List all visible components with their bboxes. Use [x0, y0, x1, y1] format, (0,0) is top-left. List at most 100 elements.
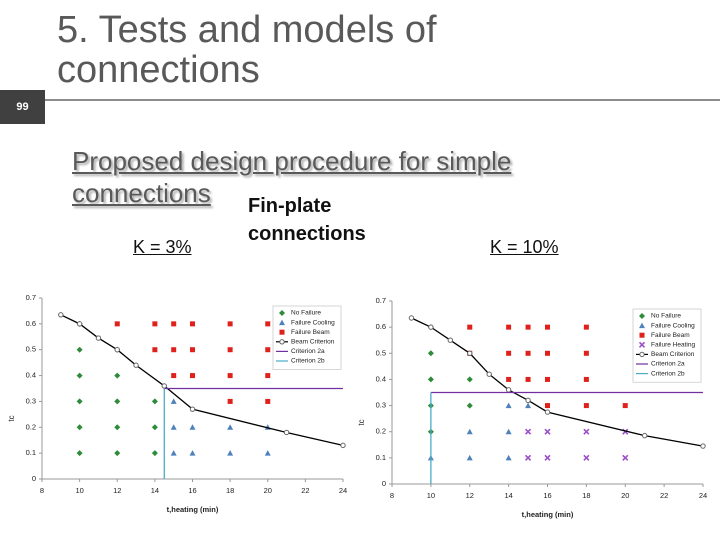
- marker: [447, 337, 454, 343]
- x-tick-label: 12: [466, 491, 474, 500]
- marker: [583, 324, 589, 330]
- marker: [190, 373, 195, 379]
- marker: [265, 398, 271, 404]
- marker: [170, 398, 177, 404]
- legend-label: Failure Beam: [291, 329, 330, 336]
- y-tick-label: 0.6: [376, 322, 386, 331]
- marker: [639, 313, 645, 319]
- marker: [506, 350, 512, 356]
- marker: [76, 346, 83, 353]
- x-tick-label: 10: [75, 486, 83, 495]
- x-axis-label: t,heating (min): [167, 505, 219, 514]
- marker: [170, 450, 177, 456]
- marker: [638, 341, 646, 348]
- y-axis-label: tc: [7, 415, 16, 421]
- y-tick-label: 0.4: [376, 374, 386, 383]
- marker: [152, 321, 158, 327]
- marker: [466, 402, 473, 409]
- marker: [467, 350, 473, 356]
- marker: [171, 347, 177, 353]
- marker: [427, 350, 434, 357]
- marker: [505, 387, 512, 393]
- marker: [486, 371, 492, 377]
- marker: [151, 424, 158, 431]
- marker: [641, 432, 648, 439]
- x-tick-label: 20: [264, 486, 272, 495]
- marker: [114, 398, 121, 405]
- y-tick-label: 0.2: [26, 422, 36, 431]
- y-tick-label: 0.6: [26, 319, 36, 328]
- marker: [283, 429, 290, 436]
- marker: [545, 403, 550, 409]
- series-line: [411, 317, 704, 447]
- marker: [583, 454, 590, 461]
- y-tick-label: 0.3: [376, 401, 386, 410]
- x-tick-label: 22: [301, 486, 309, 495]
- marker: [524, 428, 532, 435]
- marker: [545, 350, 550, 356]
- marker: [622, 454, 629, 461]
- x-tick-label: 8: [40, 486, 44, 495]
- y-tick-label: 0.2: [376, 427, 386, 436]
- marker: [506, 376, 512, 382]
- marker: [583, 403, 589, 409]
- x-tick-label: 16: [188, 486, 196, 495]
- marker: [76, 321, 83, 327]
- marker: [583, 428, 590, 435]
- x-tick-label: 20: [621, 491, 629, 500]
- marker: [639, 332, 645, 338]
- marker: [170, 424, 177, 430]
- marker: [189, 450, 196, 456]
- marker: [408, 315, 415, 321]
- marker: [466, 428, 473, 435]
- marker: [264, 450, 271, 456]
- y-tick-label: 0.5: [26, 345, 36, 354]
- y-tick-label: 0: [382, 479, 386, 488]
- marker: [466, 454, 473, 461]
- title-rule: [45, 99, 720, 101]
- y-tick-label: 0.7: [376, 296, 386, 305]
- marker: [227, 450, 234, 456]
- marker: [525, 324, 531, 330]
- marker: [544, 428, 551, 435]
- marker: [151, 450, 158, 457]
- x-tick-label: 24: [699, 491, 707, 500]
- marker: [114, 372, 121, 379]
- marker: [114, 424, 121, 431]
- y-tick-label: 0.3: [26, 396, 36, 405]
- marker: [76, 450, 83, 457]
- marker: [189, 424, 196, 430]
- y-axis-label: tc: [357, 419, 366, 425]
- marker: [506, 324, 512, 330]
- x-axis-label: t,heating (min): [522, 510, 574, 519]
- marker: [700, 443, 706, 449]
- legend-label: Criterion 2b: [291, 358, 325, 365]
- marker: [505, 402, 512, 409]
- marker: [279, 329, 285, 335]
- marker: [265, 347, 271, 353]
- marker: [190, 347, 195, 353]
- y-tick-label: 0: [32, 474, 36, 483]
- marker: [190, 321, 195, 327]
- marker: [583, 350, 589, 356]
- slide-number: 99: [0, 90, 45, 124]
- x-tick-label: 14: [504, 491, 512, 500]
- marker: [152, 347, 158, 353]
- marker: [279, 319, 285, 326]
- marker: [227, 424, 234, 430]
- marker: [114, 347, 120, 353]
- slide-title: 5. Tests and models of connections: [57, 9, 437, 91]
- marker: [227, 321, 233, 327]
- y-tick-label: 0.5: [376, 348, 386, 357]
- marker: [639, 322, 645, 329]
- marker: [76, 398, 83, 405]
- marker: [189, 406, 196, 412]
- legend-label: Failure Cooling: [291, 319, 335, 326]
- legend-label: Criterion 2a: [291, 348, 325, 355]
- marker: [505, 428, 512, 435]
- legend-label: Failure Heating: [651, 342, 695, 349]
- marker: [544, 454, 551, 461]
- marker: [95, 335, 102, 341]
- marker: [340, 442, 346, 449]
